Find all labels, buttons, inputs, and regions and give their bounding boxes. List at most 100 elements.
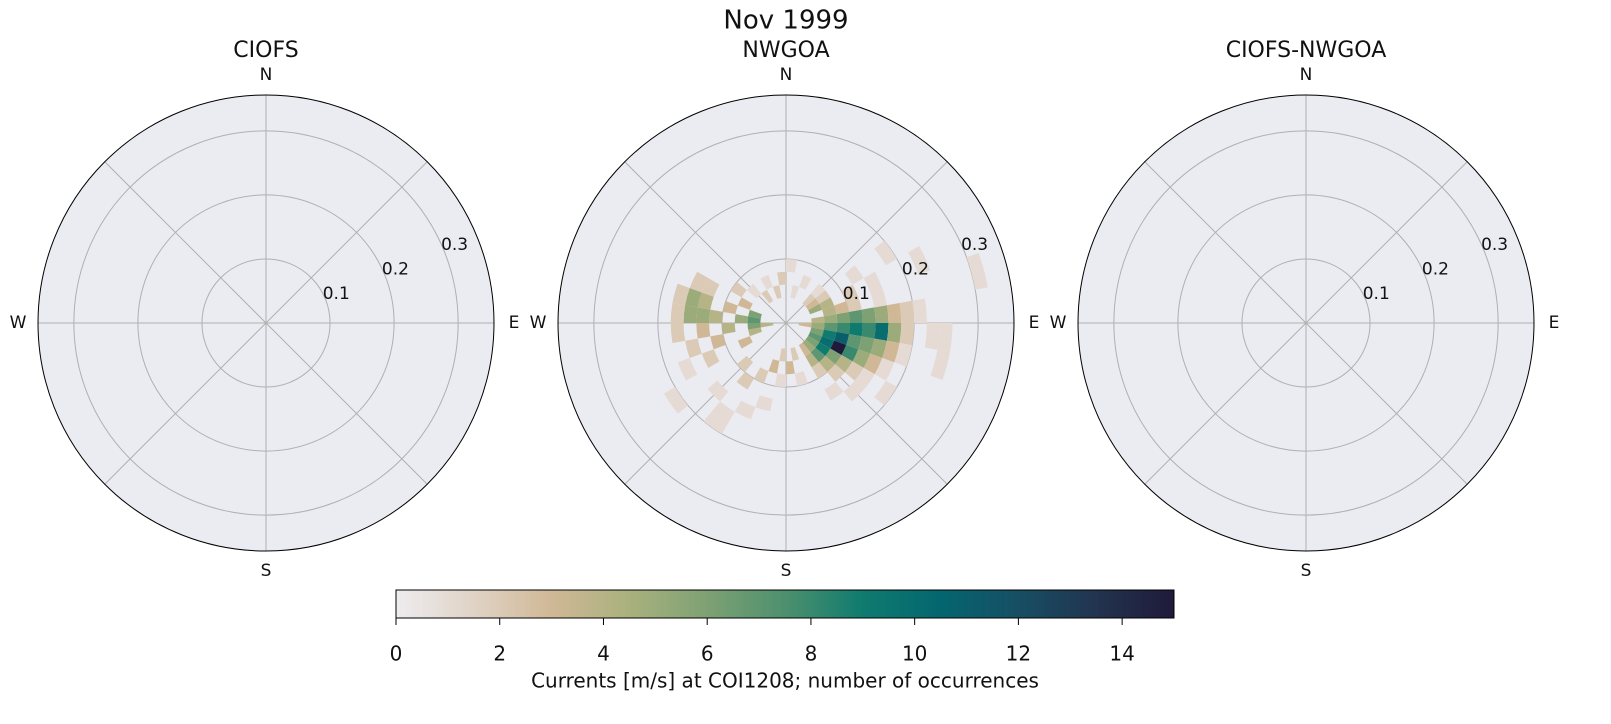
r-grid-line bbox=[137, 194, 395, 452]
histogram-cell bbox=[747, 323, 761, 330]
histogram-cell bbox=[810, 327, 824, 337]
histogram-cell bbox=[836, 323, 851, 335]
histogram-cell bbox=[805, 298, 820, 311]
histogram-cell bbox=[819, 336, 835, 349]
histogram-cell bbox=[798, 342, 811, 357]
histogram-cell bbox=[672, 283, 690, 306]
colorbar-tick-label: 10 bbox=[902, 642, 927, 666]
histogram-cell bbox=[874, 240, 897, 266]
histogram-cell bbox=[760, 274, 773, 290]
r-tick-label: 0.2 bbox=[382, 259, 409, 279]
histogram-cell bbox=[711, 401, 735, 423]
direction-label: S bbox=[261, 561, 272, 581]
histogram-cell bbox=[703, 411, 729, 434]
histogram-cell bbox=[701, 349, 720, 368]
histogram-cell bbox=[707, 380, 729, 402]
histogram-cell bbox=[811, 323, 825, 330]
histogram-cell bbox=[774, 373, 786, 388]
histogram-cell bbox=[894, 343, 913, 367]
colorbar bbox=[395, 589, 1175, 619]
histogram-cell bbox=[710, 334, 726, 350]
histogram-cell bbox=[755, 395, 773, 412]
r-tick-label: 0.3 bbox=[441, 235, 468, 255]
polar-frame bbox=[37, 94, 495, 552]
r-grid-line bbox=[1177, 194, 1435, 452]
histogram-cell bbox=[874, 323, 889, 341]
histogram-cell bbox=[798, 323, 812, 328]
histogram-cell bbox=[761, 289, 774, 304]
r-tick-label: 0.2 bbox=[1422, 259, 1449, 279]
histogram-cell bbox=[843, 380, 865, 402]
r-grid-line bbox=[1241, 258, 1371, 388]
histogram-cell bbox=[772, 285, 782, 299]
polar-frame bbox=[1077, 94, 1535, 552]
histogram-cell bbox=[886, 323, 902, 344]
histogram-cell bbox=[823, 323, 838, 332]
histogram-cell bbox=[834, 301, 850, 315]
panel-title: CIOFS-NWGOA bbox=[1226, 38, 1387, 63]
direction-label: N bbox=[780, 65, 793, 85]
histogram-cell bbox=[790, 347, 800, 361]
histogram-cell bbox=[670, 323, 686, 344]
histogram-cell bbox=[811, 362, 828, 379]
r-tick-label: 0.3 bbox=[961, 235, 988, 255]
direction-label: E bbox=[1549, 313, 1560, 333]
histogram-cell bbox=[760, 323, 774, 328]
colorbar-tick-label: 4 bbox=[597, 642, 610, 666]
histogram-cell bbox=[746, 283, 762, 299]
colorbar-label: Currents [m/s] at COI1208; number of occ… bbox=[531, 669, 1039, 693]
histogram-cell bbox=[937, 323, 953, 352]
histogram-cell bbox=[697, 292, 714, 310]
direction-label: W bbox=[530, 313, 547, 333]
histogram-cell bbox=[861, 323, 876, 339]
theta-grid-line bbox=[1144, 161, 1307, 324]
theta-grid-line bbox=[265, 161, 428, 324]
histogram-cell bbox=[824, 381, 844, 401]
theta-grid-line bbox=[1144, 322, 1307, 485]
histogram-cell bbox=[849, 309, 863, 323]
histogram-cell bbox=[836, 311, 851, 323]
direction-label: S bbox=[781, 561, 792, 581]
colorbar-tick-label: 12 bbox=[1006, 642, 1031, 666]
r-tick-label: 0.1 bbox=[323, 284, 350, 304]
histogram-cell bbox=[786, 258, 798, 273]
histogram-cell bbox=[737, 297, 753, 310]
histogram-cell bbox=[808, 331, 823, 343]
histogram-cell bbox=[815, 290, 831, 304]
histogram-cell bbox=[753, 367, 769, 384]
histogram-cell bbox=[822, 305, 837, 317]
histogram-cell bbox=[805, 352, 819, 368]
histogram-cell bbox=[841, 284, 859, 302]
histogram-cell bbox=[777, 271, 786, 286]
histogram-cell bbox=[966, 252, 988, 290]
colorbar-tick-label: 2 bbox=[493, 642, 506, 666]
histogram-cell bbox=[734, 314, 749, 323]
colorbar-tick-label: 14 bbox=[1109, 642, 1134, 666]
direction-label: E bbox=[509, 313, 520, 333]
histogram-cell bbox=[930, 349, 950, 380]
histogram-cell bbox=[852, 349, 871, 368]
histogram-cell bbox=[685, 338, 702, 359]
histogram-cell bbox=[786, 360, 795, 375]
histogram-cell bbox=[701, 278, 720, 297]
direction-label: E bbox=[1029, 313, 1040, 333]
r-tick-label: 0.3 bbox=[1481, 235, 1508, 255]
histogram-cell bbox=[822, 329, 837, 341]
histogram-cell bbox=[696, 307, 711, 323]
histogram-cell bbox=[874, 305, 889, 323]
histogram-cell bbox=[810, 283, 826, 299]
histogram-cell bbox=[677, 358, 698, 381]
r-grid-line bbox=[593, 130, 979, 516]
histogram-cell bbox=[818, 355, 836, 373]
histogram-cell bbox=[815, 342, 831, 356]
histogram-cell bbox=[721, 323, 736, 335]
histogram-cell bbox=[790, 285, 800, 299]
histogram-cell bbox=[683, 305, 698, 323]
panel-title: NWGOA bbox=[742, 38, 829, 63]
histogram-cell bbox=[830, 340, 847, 356]
histogram-cell bbox=[858, 336, 875, 354]
histogram-cell bbox=[908, 246, 931, 275]
colorbar-tick-label: 0 bbox=[390, 642, 403, 666]
histogram-cell bbox=[736, 372, 754, 390]
